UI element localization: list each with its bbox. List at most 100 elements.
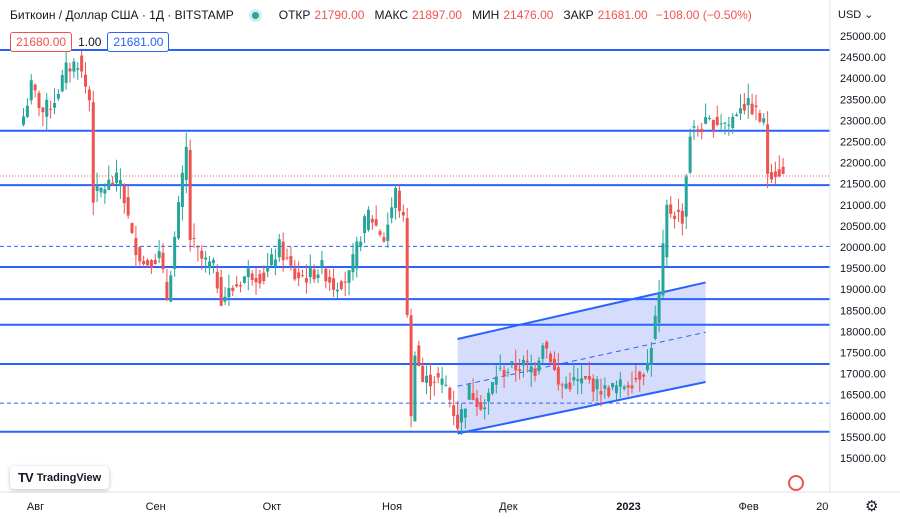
high-value: 21897.00 [412,8,463,22]
candle-body [374,219,378,226]
candle-body [448,387,452,400]
price-tick-label: 17500.00 [840,348,886,360]
candle-body [297,272,301,279]
candle-body [773,171,777,177]
candle-body [242,276,246,283]
time-tick-label: Дек [499,501,518,513]
candle-body [735,114,739,117]
candle-body [289,255,293,266]
candle-body [328,276,332,283]
buy-button[interactable]: 21681.00 [107,32,170,52]
candle-body [366,209,370,230]
candle-body [444,384,448,386]
candle-body [107,179,111,190]
candle-body [316,274,320,279]
candle-body [684,176,688,217]
candle-body [339,281,343,290]
candle-body [266,266,270,272]
candle-body [432,381,436,383]
candle-body [115,172,119,183]
low-value: 21476.00 [503,8,554,22]
candle-body [196,246,200,248]
candle-body [118,180,122,186]
candle-body [157,251,161,259]
time-tick-label: Фев [738,501,758,513]
candle-body [696,129,700,131]
candle-body [25,105,29,117]
candle-body [428,374,432,387]
candle-body [80,55,84,72]
candle-body [394,188,398,209]
tradingview-logo-icon: TV [18,470,34,485]
candle-body [343,281,347,283]
sell-button[interactable]: 21680.00 [10,32,73,52]
price-tick-label: 21000.00 [840,200,886,212]
candle-body [277,239,281,258]
close-label: ЗАКР [563,8,594,22]
candle-body [568,382,572,390]
price-tick-label: 18500.00 [840,305,886,317]
candle-body [514,364,518,371]
candle-body [161,252,165,270]
candle-body [293,268,297,280]
price-tick-label: 23000.00 [840,115,886,127]
candle-body [618,379,622,387]
time-tick-label: 2023 [616,501,640,513]
open-label: ОТКР [278,8,311,22]
time-tick-label: 20 [816,501,828,513]
candle-body [370,218,374,223]
candle-body [704,117,708,124]
candle-body [76,68,80,70]
candle-body [87,89,91,101]
candle-body [560,384,564,386]
candle-body [487,392,491,402]
time-axis[interactable]: Авг Сен Окт Ноя Дек 2023 Фев 20 ⚙ [0,475,900,515]
candle-body [184,146,188,181]
candle-body [723,122,727,124]
candle-body [490,382,494,394]
candle-body [680,210,684,224]
candle-body [572,377,576,381]
candle-body [312,269,316,280]
candle-body [347,270,351,283]
candle-body [111,182,115,185]
price-axis[interactable]: 25000.00 24500.00 24000.00 23500.00 23000.00… [829,0,900,519]
candle-body [673,215,677,220]
candle-body [60,75,64,92]
price-tick-label: 17000.00 [840,369,886,381]
candle-body [731,116,735,128]
candle-body [169,275,173,302]
candle-body [254,278,258,283]
event-flag-icon[interactable] [788,475,804,491]
candle-body [529,366,533,373]
price-tick-label: 15500.00 [840,432,886,444]
candle-body [711,119,715,131]
price-tick-label: 25000.00 [840,31,886,43]
candle-body [95,185,99,191]
candle-body [250,273,254,281]
candle-body [552,358,556,370]
candle-body [688,136,692,173]
candle-body [622,386,626,389]
symbol-title[interactable]: Биткоин / Доллар США · 1Д · BITSTAMP [10,8,234,22]
candle-body [231,287,235,291]
tradingview-badge[interactable]: TV TradingView [10,466,110,489]
candle-body [766,124,770,174]
currency-selector[interactable]: USD ⌄ [838,8,874,21]
candle-body [738,108,742,114]
candle-body [53,102,57,108]
candle-body [471,393,475,401]
price-tick-label: 16000.00 [840,411,886,423]
candle-body [607,387,611,397]
gear-icon[interactable]: ⚙ [865,497,878,515]
candle-body [580,378,584,384]
candle-body [707,117,711,119]
quantity-value[interactable]: 1.00 [78,35,102,49]
candle-body [324,268,328,282]
candle-body [130,223,134,233]
candle-body [188,149,192,240]
price-tick-label: 19000.00 [840,284,886,296]
candle-body [506,372,510,374]
candle-body [436,373,440,378]
